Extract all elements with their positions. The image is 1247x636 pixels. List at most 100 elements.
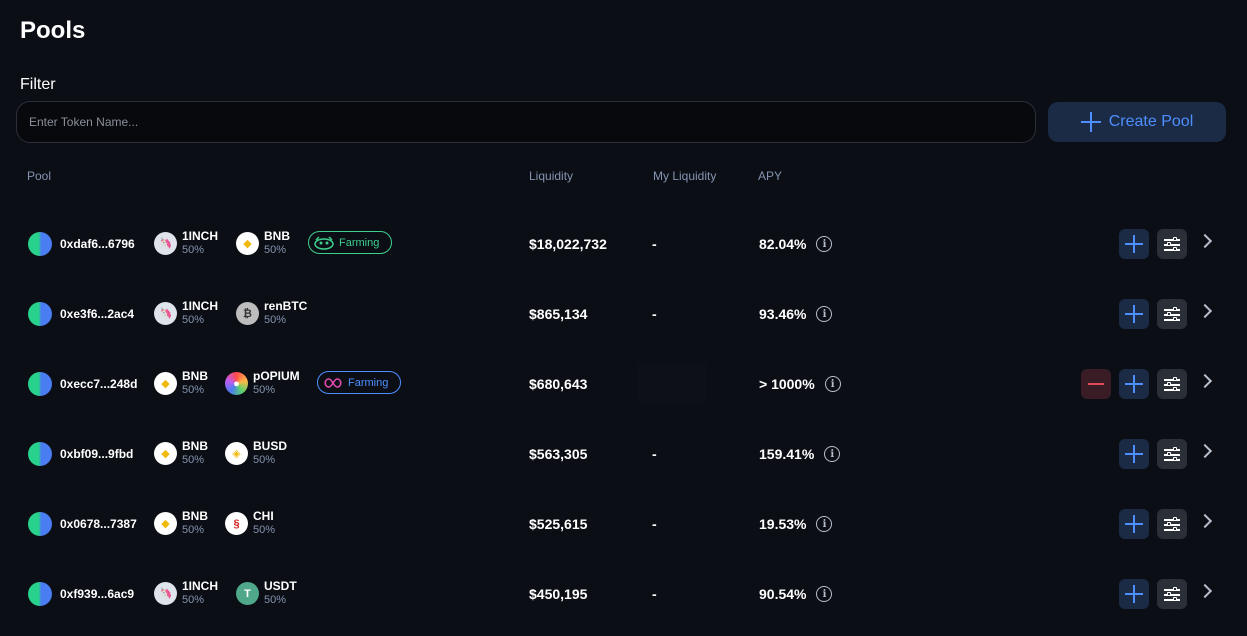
column-header-liquidity: Liquidity <box>529 169 574 183</box>
pool-row[interactable]: 0xdaf6...6796 🦄 1INCH 50% ◆ BNB 50% Farm… <box>0 209 1247 279</box>
token-search-input[interactable] <box>16 101 1036 143</box>
plus-icon <box>1125 585 1143 603</box>
pool-settings-button[interactable] <box>1157 509 1187 539</box>
token-symbol: 1INCH <box>182 229 219 243</box>
add-liquidity-button[interactable] <box>1119 369 1149 399</box>
token-symbol: BNB <box>182 369 208 383</box>
sliders-icon <box>1164 587 1180 601</box>
bnb-icon: ◆ <box>154 512 177 535</box>
pool-apy: > 1000% i <box>759 376 841 392</box>
token-symbol: CHI <box>253 509 274 523</box>
pool-icon <box>28 512 52 536</box>
add-liquidity-button[interactable] <box>1119 579 1149 609</box>
apy-value: 19.53% <box>759 516 807 532</box>
page-title: Pools <box>20 17 86 44</box>
pool-apy: 90.54% i <box>759 586 833 602</box>
token-symbol: USDT <box>264 579 297 593</box>
renbtc-icon: ₿ <box>236 302 259 325</box>
pool-row[interactable]: 0xe3f6...2ac4 🦄 1INCH 50% ₿ renBTC 50% $… <box>0 279 1247 349</box>
pool-icon <box>28 232 52 256</box>
token-symbol: BNB <box>182 439 208 453</box>
farming-icon <box>324 377 342 388</box>
pool-liquidity: $865,134 <box>529 306 588 322</box>
pool-address: 0xe3f6...2ac4 <box>60 307 135 321</box>
token-weight: 50% <box>182 244 205 256</box>
column-header-apy: APY <box>758 169 783 183</box>
pool-icon <box>28 372 52 396</box>
sliders-icon <box>1164 517 1180 531</box>
remove-liquidity-button[interactable] <box>1081 369 1111 399</box>
chevron-right-icon[interactable] <box>1197 373 1213 389</box>
pool-row[interactable]: 0xecc7...248d ◆ BNB 50% ● pOPIUM 50% Far… <box>0 349 1247 419</box>
pool-row[interactable]: 0x0678...7387 ◆ BNB 50% § CHI 50% $525,6… <box>0 489 1247 559</box>
pool-address: 0x0678...7387 <box>60 517 137 531</box>
info-icon[interactable]: i <box>816 236 833 252</box>
plus-icon <box>1125 445 1143 463</box>
chevron-right-icon[interactable] <box>1197 583 1213 599</box>
pool-settings-button[interactable] <box>1157 579 1187 609</box>
pool-liquidity: $563,305 <box>529 446 588 462</box>
pool-liquidity: $18,022,732 <box>529 236 607 252</box>
token-weight: 50% <box>253 524 276 536</box>
pool-liquidity: $525,615 <box>529 516 588 532</box>
token-weight: 50% <box>182 454 205 466</box>
pool-settings-button[interactable] <box>1157 229 1187 259</box>
token-symbol: renBTC <box>264 299 308 313</box>
sliders-icon <box>1164 377 1180 391</box>
my-liquidity-placeholder <box>637 363 707 403</box>
create-pool-button[interactable]: Create Pool <box>1048 102 1226 142</box>
pool-liquidity: $450,195 <box>529 586 588 602</box>
1inch-icon: 🦄 <box>154 232 177 255</box>
my-liquidity: - <box>652 446 657 462</box>
plus-icon <box>1125 515 1143 533</box>
farming-label: Farming <box>348 376 389 389</box>
token-weight: 50% <box>253 384 276 396</box>
my-liquidity: - <box>652 516 657 532</box>
info-icon[interactable]: i <box>824 446 841 462</box>
pool-address: 0xbf09...9fbd <box>60 447 134 461</box>
token-weight: 50% <box>264 244 287 256</box>
pool-row[interactable]: 0xf939...6ac9 🦄 1INCH 50% T USDT 50% $45… <box>0 559 1247 629</box>
add-liquidity-button[interactable] <box>1119 299 1149 329</box>
add-liquidity-button[interactable] <box>1119 509 1149 539</box>
chi-icon: § <box>225 512 248 535</box>
1inch-icon: 🦄 <box>154 582 177 605</box>
create-pool-label: Create Pool <box>1108 113 1194 130</box>
1inch-icon: 🦄 <box>154 302 177 325</box>
token-weight: 50% <box>253 454 276 466</box>
pool-apy: 82.04% i <box>759 236 833 252</box>
add-liquidity-button[interactable] <box>1119 229 1149 259</box>
apy-value: 90.54% <box>759 586 807 602</box>
bnb-icon: ◆ <box>154 372 177 395</box>
chevron-right-icon[interactable] <box>1197 513 1213 529</box>
usdt-icon: T <box>236 582 259 605</box>
pool-settings-button[interactable] <box>1157 299 1187 329</box>
token-weight: 50% <box>182 594 205 606</box>
sliders-icon <box>1164 447 1180 461</box>
chevron-right-icon[interactable] <box>1197 443 1213 459</box>
token-weight: 50% <box>264 314 287 326</box>
token-weight: 50% <box>182 314 205 326</box>
token-symbol: BUSD <box>253 439 288 453</box>
pool-icon <box>28 302 52 326</box>
pool-address: 0xdaf6...6796 <box>60 237 135 251</box>
pool-settings-button[interactable] <box>1157 439 1187 469</box>
pool-liquidity: $680,643 <box>529 376 588 392</box>
chevron-right-icon[interactable] <box>1197 233 1213 249</box>
info-icon[interactable]: i <box>816 516 833 532</box>
chevron-right-icon[interactable] <box>1197 303 1213 319</box>
pool-icon <box>28 582 52 606</box>
pool-row[interactable]: 0xbf09...9fbd ◆ BNB 50% ◈ BUSD 50% $563,… <box>0 419 1247 489</box>
pool-apy: 93.46% i <box>759 306 833 322</box>
pool-settings-button[interactable] <box>1157 369 1187 399</box>
info-icon[interactable]: i <box>824 376 841 392</box>
my-liquidity: - <box>652 306 657 322</box>
add-liquidity-button[interactable] <box>1119 439 1149 469</box>
apy-value: 82.04% <box>759 236 807 252</box>
info-icon[interactable]: i <box>816 306 833 322</box>
info-icon[interactable]: i <box>816 586 833 602</box>
token-symbol: BNB <box>264 229 290 243</box>
column-header-my-liquidity: My Liquidity <box>653 169 717 183</box>
pool-address: 0xf939...6ac9 <box>60 587 135 601</box>
plus-icon <box>1125 305 1143 323</box>
